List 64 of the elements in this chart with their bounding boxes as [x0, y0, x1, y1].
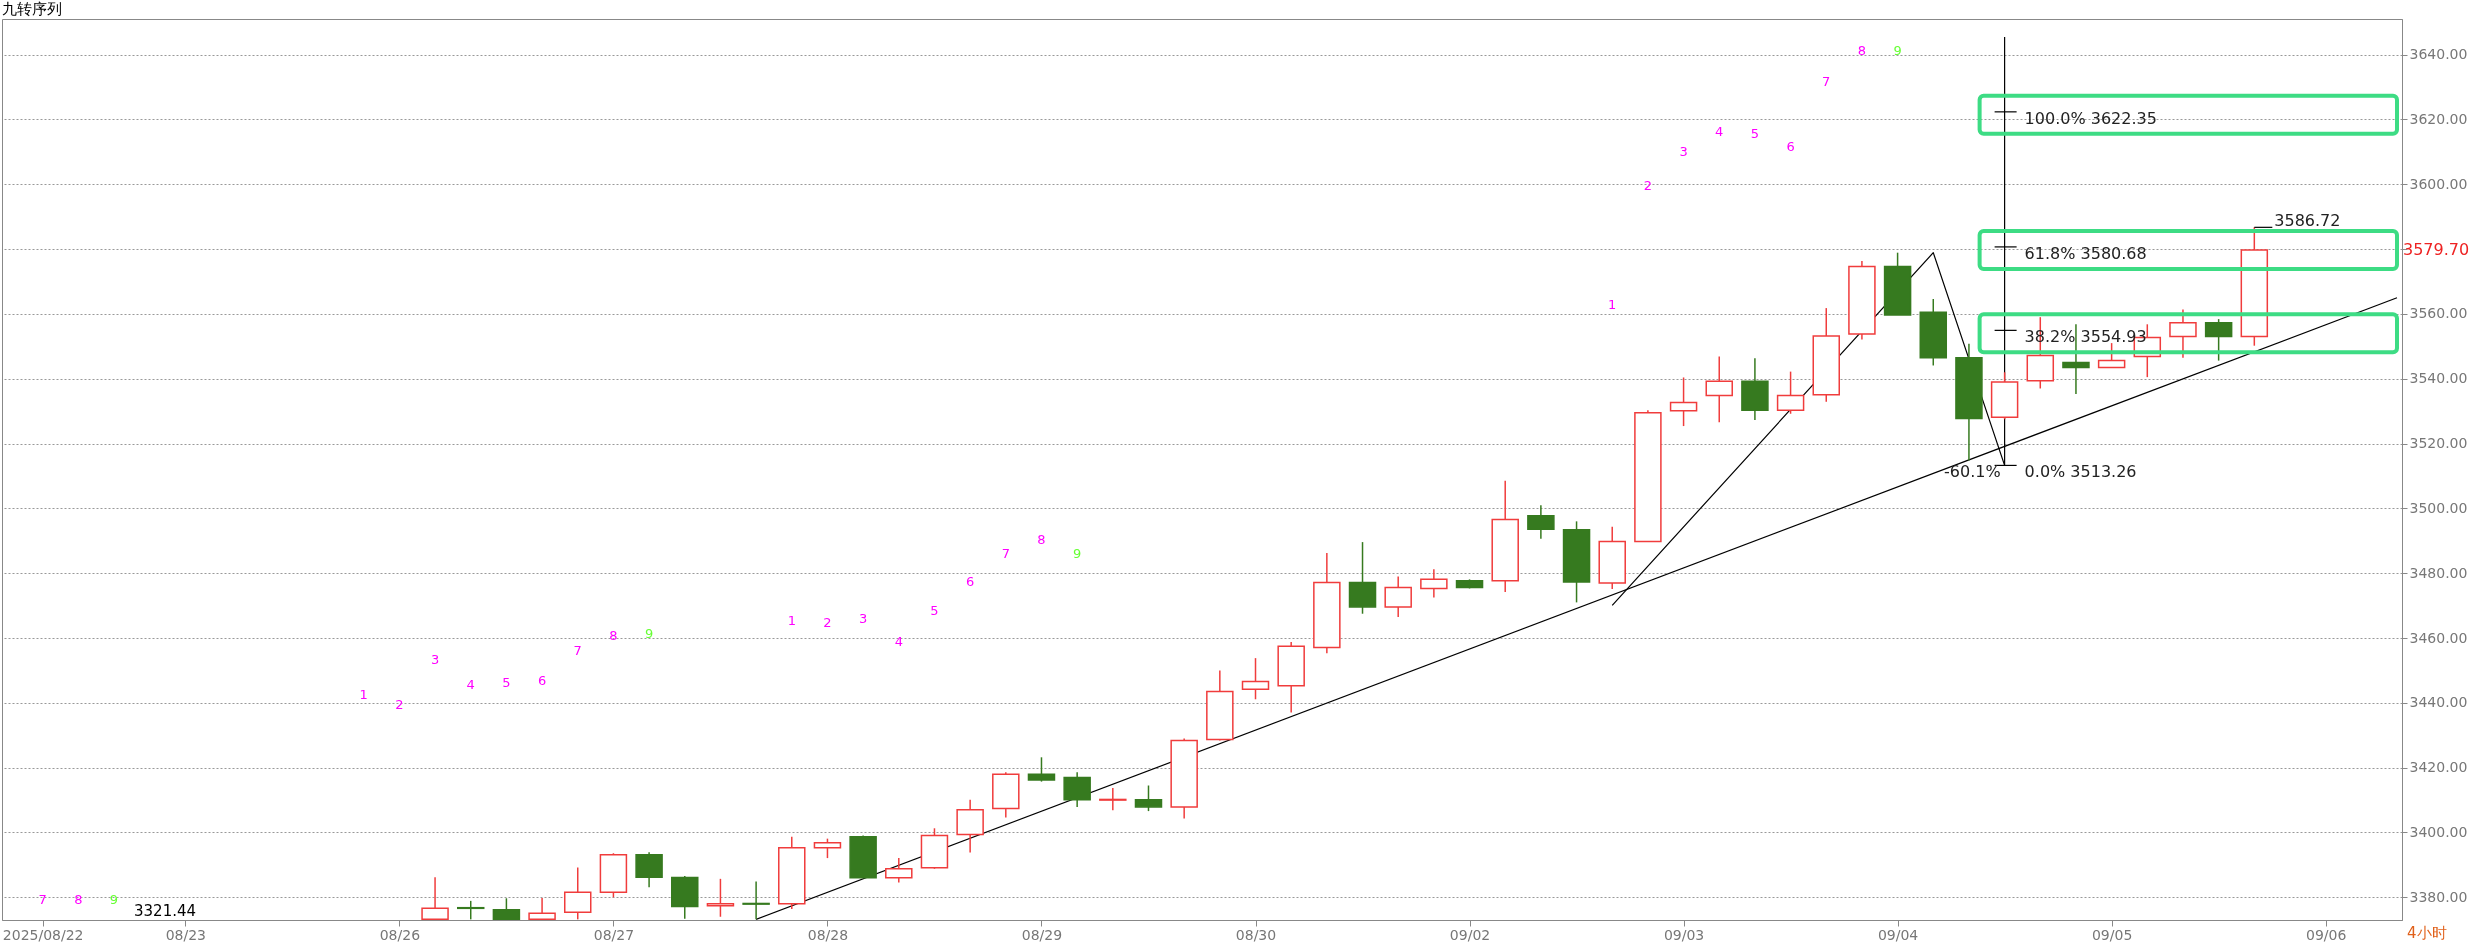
x-tick-label: 09/02 [1449, 926, 1491, 943]
annotation: 6 [537, 673, 547, 689]
y-tick-label: 3380.00 [2409, 888, 2468, 905]
annotation: 7 [1822, 73, 1831, 89]
y-tick-label: 3600.00 [2409, 175, 2468, 192]
annotation: 9 [109, 891, 119, 907]
annotation: 5 [1750, 125, 1760, 141]
annotation: 7 [38, 891, 47, 907]
x-tick-label: 08/26 [379, 926, 421, 943]
annotation: 7 [1001, 545, 1010, 561]
x-tick-label: 08/23 [165, 926, 207, 943]
annotation: 2 [395, 697, 404, 713]
y-tick-label: 3620.00 [2409, 110, 2468, 127]
x-tick-label: 08/30 [1235, 926, 1277, 943]
text: 3579.70 [2403, 240, 2470, 260]
x-tick-label: 09/06 [2305, 926, 2347, 943]
annotation: 6 [965, 573, 975, 589]
annotation: 4 [466, 676, 475, 692]
annotation: -60.1% [1944, 462, 2001, 482]
y-tick-label: 3640.00 [2409, 46, 2468, 63]
annotation: 5 [930, 603, 939, 619]
annotation: 2 [1643, 177, 1653, 193]
ref-line-label: 61.8% 3580.68 [2024, 243, 2147, 263]
annotation: 9 [644, 625, 654, 641]
annotation: 1 [787, 612, 796, 628]
y-tick-label: 3560.00 [2409, 305, 2468, 322]
annotation: 5 [502, 674, 511, 690]
annotation: 8 [1857, 42, 1867, 58]
x-tick-label: 09/04 [1877, 926, 1919, 943]
y-tick-label: 3460.00 [2409, 629, 2468, 646]
y-tick-label: 3420.00 [2409, 759, 2468, 776]
annotation: 1 [1608, 296, 1617, 312]
y-tick-label: 3440.00 [2409, 694, 2468, 711]
annotation: 8 [1037, 531, 1046, 547]
ref-line-label: 0.0% 3513.26 [2024, 462, 2137, 482]
chart-title: 九转序列 [2, 0, 62, 18]
annotation: 3 [430, 652, 440, 668]
annotation: 8 [74, 891, 83, 907]
annotation: 3 [1679, 144, 1688, 160]
y-tick-label: 3400.00 [2409, 823, 2468, 840]
annotation: 3321.44 [134, 902, 197, 920]
ref-line-label: 100.0% 3622.35 [2024, 108, 2157, 128]
x-tick-label: 2025/08/22 [2, 926, 84, 943]
x-tick-label: 09/03 [1663, 926, 1705, 943]
annotation: 8 [609, 628, 618, 644]
text: 4小时 [2407, 924, 2447, 942]
x-tick-label: 08/28 [807, 926, 849, 943]
annotation: 4 [894, 633, 903, 649]
y-tick-label: 3520.00 [2409, 435, 2468, 452]
annotation: 3586.72 [2274, 211, 2341, 231]
x-tick-label: 08/27 [593, 926, 635, 943]
annotation: 3 [858, 610, 868, 626]
annotation: 2 [823, 614, 832, 630]
annotation: 4 [1715, 123, 1724, 139]
annotation: 6 [1786, 139, 1795, 155]
y-tick-label: 3480.00 [2409, 564, 2468, 581]
x-tick-label: 09/05 [2091, 926, 2133, 943]
y-tick-label: 3540.00 [2409, 370, 2468, 387]
annotation: 1 [359, 687, 368, 703]
annotation: 9 [1073, 545, 1082, 561]
x-tick-label: 08/29 [1021, 926, 1063, 943]
annotation: 9 [1893, 42, 1902, 58]
y-tick-label: 3500.00 [2409, 499, 2468, 516]
annotation: 7 [573, 643, 582, 658]
